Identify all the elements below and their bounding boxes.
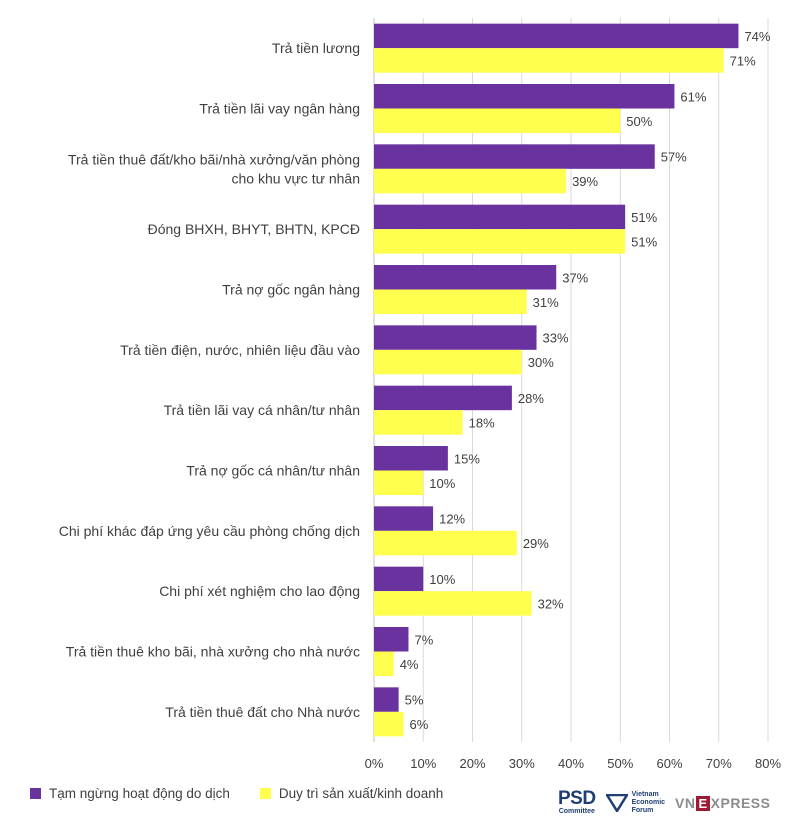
legend-label-series-1: Tạm ngừng hoạt động do dịch: [49, 786, 230, 801]
data-label: 37%: [562, 270, 588, 285]
bar: [374, 48, 724, 73]
category-label: Chi phí xét nghiệm cho lao động: [159, 583, 360, 599]
data-label: 6%: [410, 717, 429, 732]
data-label: 10%: [429, 476, 455, 491]
legend-item-series-2: Duy trì sản xuất/kinh doanh: [259, 786, 444, 801]
legend-swatch-series-1: [30, 788, 41, 799]
x-tick-label: 80%: [755, 756, 781, 771]
x-tick-label: 40%: [558, 756, 584, 771]
bar: [374, 23, 739, 49]
data-label: 28%: [518, 391, 544, 406]
data-label: 12%: [439, 512, 465, 527]
category-label: Trả tiền thuê kho bãi, nhà xưởng cho nhà…: [66, 644, 360, 660]
bar: [374, 349, 522, 375]
bar: [374, 108, 621, 133]
data-label: 5%: [405, 693, 424, 708]
data-label: 51%: [631, 234, 657, 249]
vef-logo-line-3: Forum: [631, 807, 654, 814]
x-tick-label: 10%: [410, 756, 436, 771]
category-label: Trả tiền lãi vay cá nhân/tư nhân: [164, 402, 360, 418]
bar: [374, 627, 409, 652]
bar: [374, 446, 448, 471]
data-label: 71%: [730, 53, 756, 68]
bar: [374, 168, 567, 194]
category-label: Chi phí khác đáp ứng yêu cầu phòng chống…: [59, 523, 360, 539]
data-label: 18%: [469, 415, 495, 430]
psd-logo: PSD Committee: [558, 788, 596, 816]
vef-emblem-icon: [605, 794, 628, 812]
bar: [374, 385, 512, 411]
data-label: 15%: [454, 451, 480, 466]
bar: [374, 566, 424, 592]
data-label: 31%: [533, 295, 559, 310]
vnexpress-logo-e: E: [696, 795, 710, 811]
legend-label-series-2: Duy trì sản xuất/kinh doanh: [278, 786, 444, 801]
x-tick-label: 70%: [706, 756, 732, 771]
legend-item-series-1: Tạm ngừng hoạt động do dịch: [30, 786, 230, 801]
bar: [374, 289, 527, 314]
vef-logo-line-2: Economic: [631, 799, 666, 806]
bar: [374, 506, 434, 531]
legend-swatch-series-2: [259, 788, 271, 799]
data-label: 10%: [429, 572, 455, 587]
x-tick-label: 20%: [459, 756, 485, 771]
category-label: Trả tiền thuê đất cho Nhà nước: [165, 704, 360, 720]
category-label: Trả nợ gốc cá nhân/tư nhân: [186, 463, 360, 479]
psd-logo-text: PSD: [558, 788, 596, 809]
vnexpress-logo: VN E XPRESS: [675, 795, 770, 811]
bar: [374, 265, 557, 290]
category-label: cho khu vực tư nhân: [232, 170, 360, 186]
category-label: Trả tiền lương: [272, 40, 360, 56]
x-tick-label: 50%: [607, 756, 633, 771]
bar: [374, 84, 675, 109]
data-label: 32%: [538, 596, 564, 611]
bar: [374, 204, 626, 230]
source-logos: PSD Committee Vietnam Economic Forum VN E…: [558, 788, 770, 816]
bar: [374, 144, 655, 169]
x-tick-label: 0%: [365, 756, 384, 771]
legend: Tạm ngừng hoạt động do dịch Duy trì sản …: [30, 786, 443, 801]
category-label: Đóng BHXH, BHYT, BHTN, KPCĐ: [148, 221, 360, 237]
data-label: 74%: [744, 29, 770, 44]
vef-logo-line-1: Vietnam: [631, 791, 659, 798]
psd-logo-subtext: Committee: [558, 808, 595, 815]
data-label: 4%: [400, 657, 419, 672]
data-label: 39%: [572, 174, 598, 189]
bar: [374, 591, 532, 616]
data-label: 29%: [523, 536, 549, 551]
x-tick-label: 30%: [509, 756, 535, 771]
category-label: Trả nợ gốc ngân hàng: [222, 282, 360, 298]
bar: [374, 325, 537, 350]
data-label: 30%: [528, 355, 554, 370]
bar: [374, 530, 517, 556]
bar: [374, 470, 424, 495]
category-label: Trả tiền điện, nước, nhiên liệu đầu vào: [120, 342, 360, 358]
bar: [374, 651, 394, 676]
data-label: 51%: [631, 210, 657, 225]
bar: [374, 229, 626, 254]
data-label: 50%: [626, 114, 652, 129]
category-label: Trả tiền thuê đất/kho bãi/nhà xưởng/văn …: [68, 151, 360, 167]
category-label: Trả tiền lãi vay ngân hàng: [199, 101, 360, 117]
bar: [374, 687, 399, 712]
bar: [374, 410, 463, 435]
x-tick-label: 60%: [656, 756, 682, 771]
bar: [374, 711, 404, 737]
data-label: 7%: [414, 632, 433, 647]
vef-logo: Vietnam Economic Forum: [605, 791, 666, 815]
data-label: 57%: [661, 150, 687, 165]
data-label: 33%: [543, 331, 569, 346]
vnexpress-logo-post: XPRESS: [710, 795, 771, 811]
data-label: 61%: [680, 89, 706, 104]
vnexpress-logo-pre: VN: [675, 795, 696, 811]
